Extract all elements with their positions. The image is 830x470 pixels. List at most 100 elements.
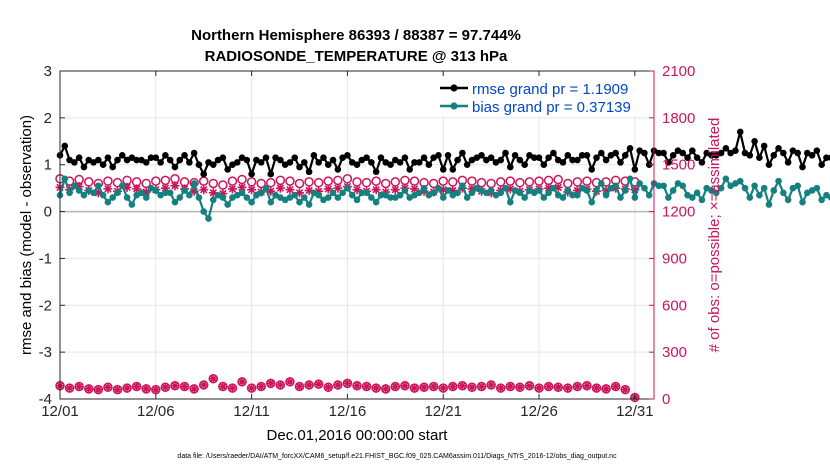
- bias-marker: [243, 194, 251, 201]
- rmse-marker: [617, 159, 624, 166]
- obs-star-stroke: [238, 378, 246, 386]
- obs-low-assimilated-marker: [285, 377, 295, 387]
- rmse-marker: [540, 161, 548, 169]
- rmse-marker: [377, 154, 385, 161]
- rmse-marker: [756, 154, 763, 161]
- bias-marker: [799, 198, 806, 206]
- right-y-tick-label: 1800: [662, 110, 695, 127]
- right-y-axis-label: # of obs: o=possible; ×=assimilated: [706, 118, 723, 353]
- bias-marker: [377, 191, 385, 199]
- left-y-tick-label: 3: [44, 63, 52, 80]
- rmse-marker: [75, 154, 83, 161]
- obs-low-assimilated-marker: [103, 382, 113, 392]
- obs-star-stroke: [611, 382, 620, 391]
- obs-low-assimilated-marker: [266, 378, 276, 388]
- bias-marker: [717, 184, 725, 192]
- rmse-marker: [669, 152, 677, 159]
- rmse-marker: [722, 145, 730, 152]
- obs-star-stroke: [247, 384, 256, 392]
- obs-star-stroke: [334, 381, 342, 389]
- rmse-series-layer: [56, 128, 830, 178]
- bias-marker: [205, 215, 212, 222]
- obs-low-assimilated-marker: [180, 382, 190, 392]
- rmse-marker: [497, 156, 505, 164]
- obs-low-assimilated-marker: [409, 383, 419, 393]
- bias-marker: [181, 187, 188, 194]
- x-tick-label: 12/21: [424, 403, 462, 420]
- obs-star-stroke: [496, 384, 505, 392]
- obs-low-assimilated-marker: [544, 382, 554, 392]
- obs-low-assimilated-marker: [323, 382, 333, 392]
- rmse-marker: [588, 166, 596, 173]
- bias-marker: [353, 196, 361, 204]
- obs-low-assimilated-marker: [419, 382, 429, 392]
- obs-low-assimilated-marker: [563, 383, 573, 393]
- bias-marker: [621, 187, 629, 194]
- bias-marker: [430, 189, 437, 197]
- rmse-marker: [152, 154, 160, 161]
- bias-marker: [372, 198, 380, 206]
- obs-star-stroke: [123, 384, 131, 392]
- rmse-marker: [372, 168, 380, 176]
- obs-star-stroke: [295, 382, 304, 391]
- rmse-marker: [176, 156, 184, 164]
- x-tick-label: 12/31: [616, 403, 654, 420]
- bias-marker: [698, 196, 706, 204]
- rmse-marker: [521, 161, 528, 169]
- rmse-marker: [286, 159, 294, 166]
- legend-bias-marker: [450, 102, 458, 110]
- bias-marker: [459, 182, 466, 190]
- rmse-marker: [454, 156, 461, 164]
- obs-low-assimilated-marker: [620, 385, 630, 395]
- obs-assimilated-marker: [352, 185, 362, 195]
- obs-star-stroke: [132, 382, 141, 391]
- bias-marker: [368, 194, 375, 201]
- bias-marker: [593, 187, 600, 194]
- obs-low-assimilated-marker: [534, 383, 544, 393]
- bias-marker: [171, 198, 179, 206]
- obs-star-stroke: [525, 382, 534, 390]
- right-y-tick-label: 900: [662, 250, 687, 267]
- bias-marker: [324, 194, 332, 201]
- rmse-marker: [760, 142, 768, 150]
- obs-possible-marker: [151, 176, 161, 186]
- obs-star-stroke: [161, 184, 170, 192]
- obs-star-stroke: [391, 382, 400, 391]
- obs-star-stroke: [305, 381, 313, 389]
- rmse-marker: [631, 166, 639, 173]
- obs-star-stroke: [353, 185, 361, 194]
- bias-marker: [617, 194, 624, 201]
- bias-marker: [152, 187, 160, 194]
- rmse-marker: [751, 137, 758, 145]
- rmse-marker: [550, 149, 557, 157]
- bias-marker: [224, 201, 231, 208]
- left-y-tick-label: 0: [44, 204, 52, 221]
- rmse-marker: [406, 166, 413, 173]
- bias-marker: [209, 196, 217, 204]
- bias-marker: [794, 182, 802, 190]
- rmse-marker: [578, 152, 586, 159]
- obs-low-assimilated-marker: [477, 382, 487, 392]
- obs-star-stroke: [458, 382, 467, 390]
- obs-low-assimilated-marker: [132, 382, 142, 392]
- rmse-marker: [574, 156, 581, 164]
- bias-marker: [736, 177, 744, 185]
- obs-star-stroke: [104, 185, 112, 193]
- obs-star-stroke: [583, 382, 591, 390]
- obs-low-assimilated-marker: [227, 383, 237, 393]
- bias-marker: [118, 182, 126, 190]
- obs-star-stroke: [190, 385, 198, 393]
- right-y-tick-label: 2100: [662, 63, 695, 80]
- legend-box: [436, 76, 648, 116]
- obs-possible-marker: [515, 177, 525, 188]
- obs-low-assimilated-marker: [333, 380, 343, 390]
- obs-low-assimilated-marker: [592, 383, 602, 393]
- rmse-marker: [171, 163, 179, 171]
- obs-star-stroke: [544, 184, 553, 192]
- obs-star-stroke: [199, 185, 208, 194]
- rmse-marker: [104, 154, 112, 161]
- obs-low-assimilated-marker: [381, 384, 391, 394]
- left-y-tick-label: -1: [39, 250, 52, 267]
- bias-marker: [334, 194, 342, 201]
- rmse-marker: [765, 161, 773, 169]
